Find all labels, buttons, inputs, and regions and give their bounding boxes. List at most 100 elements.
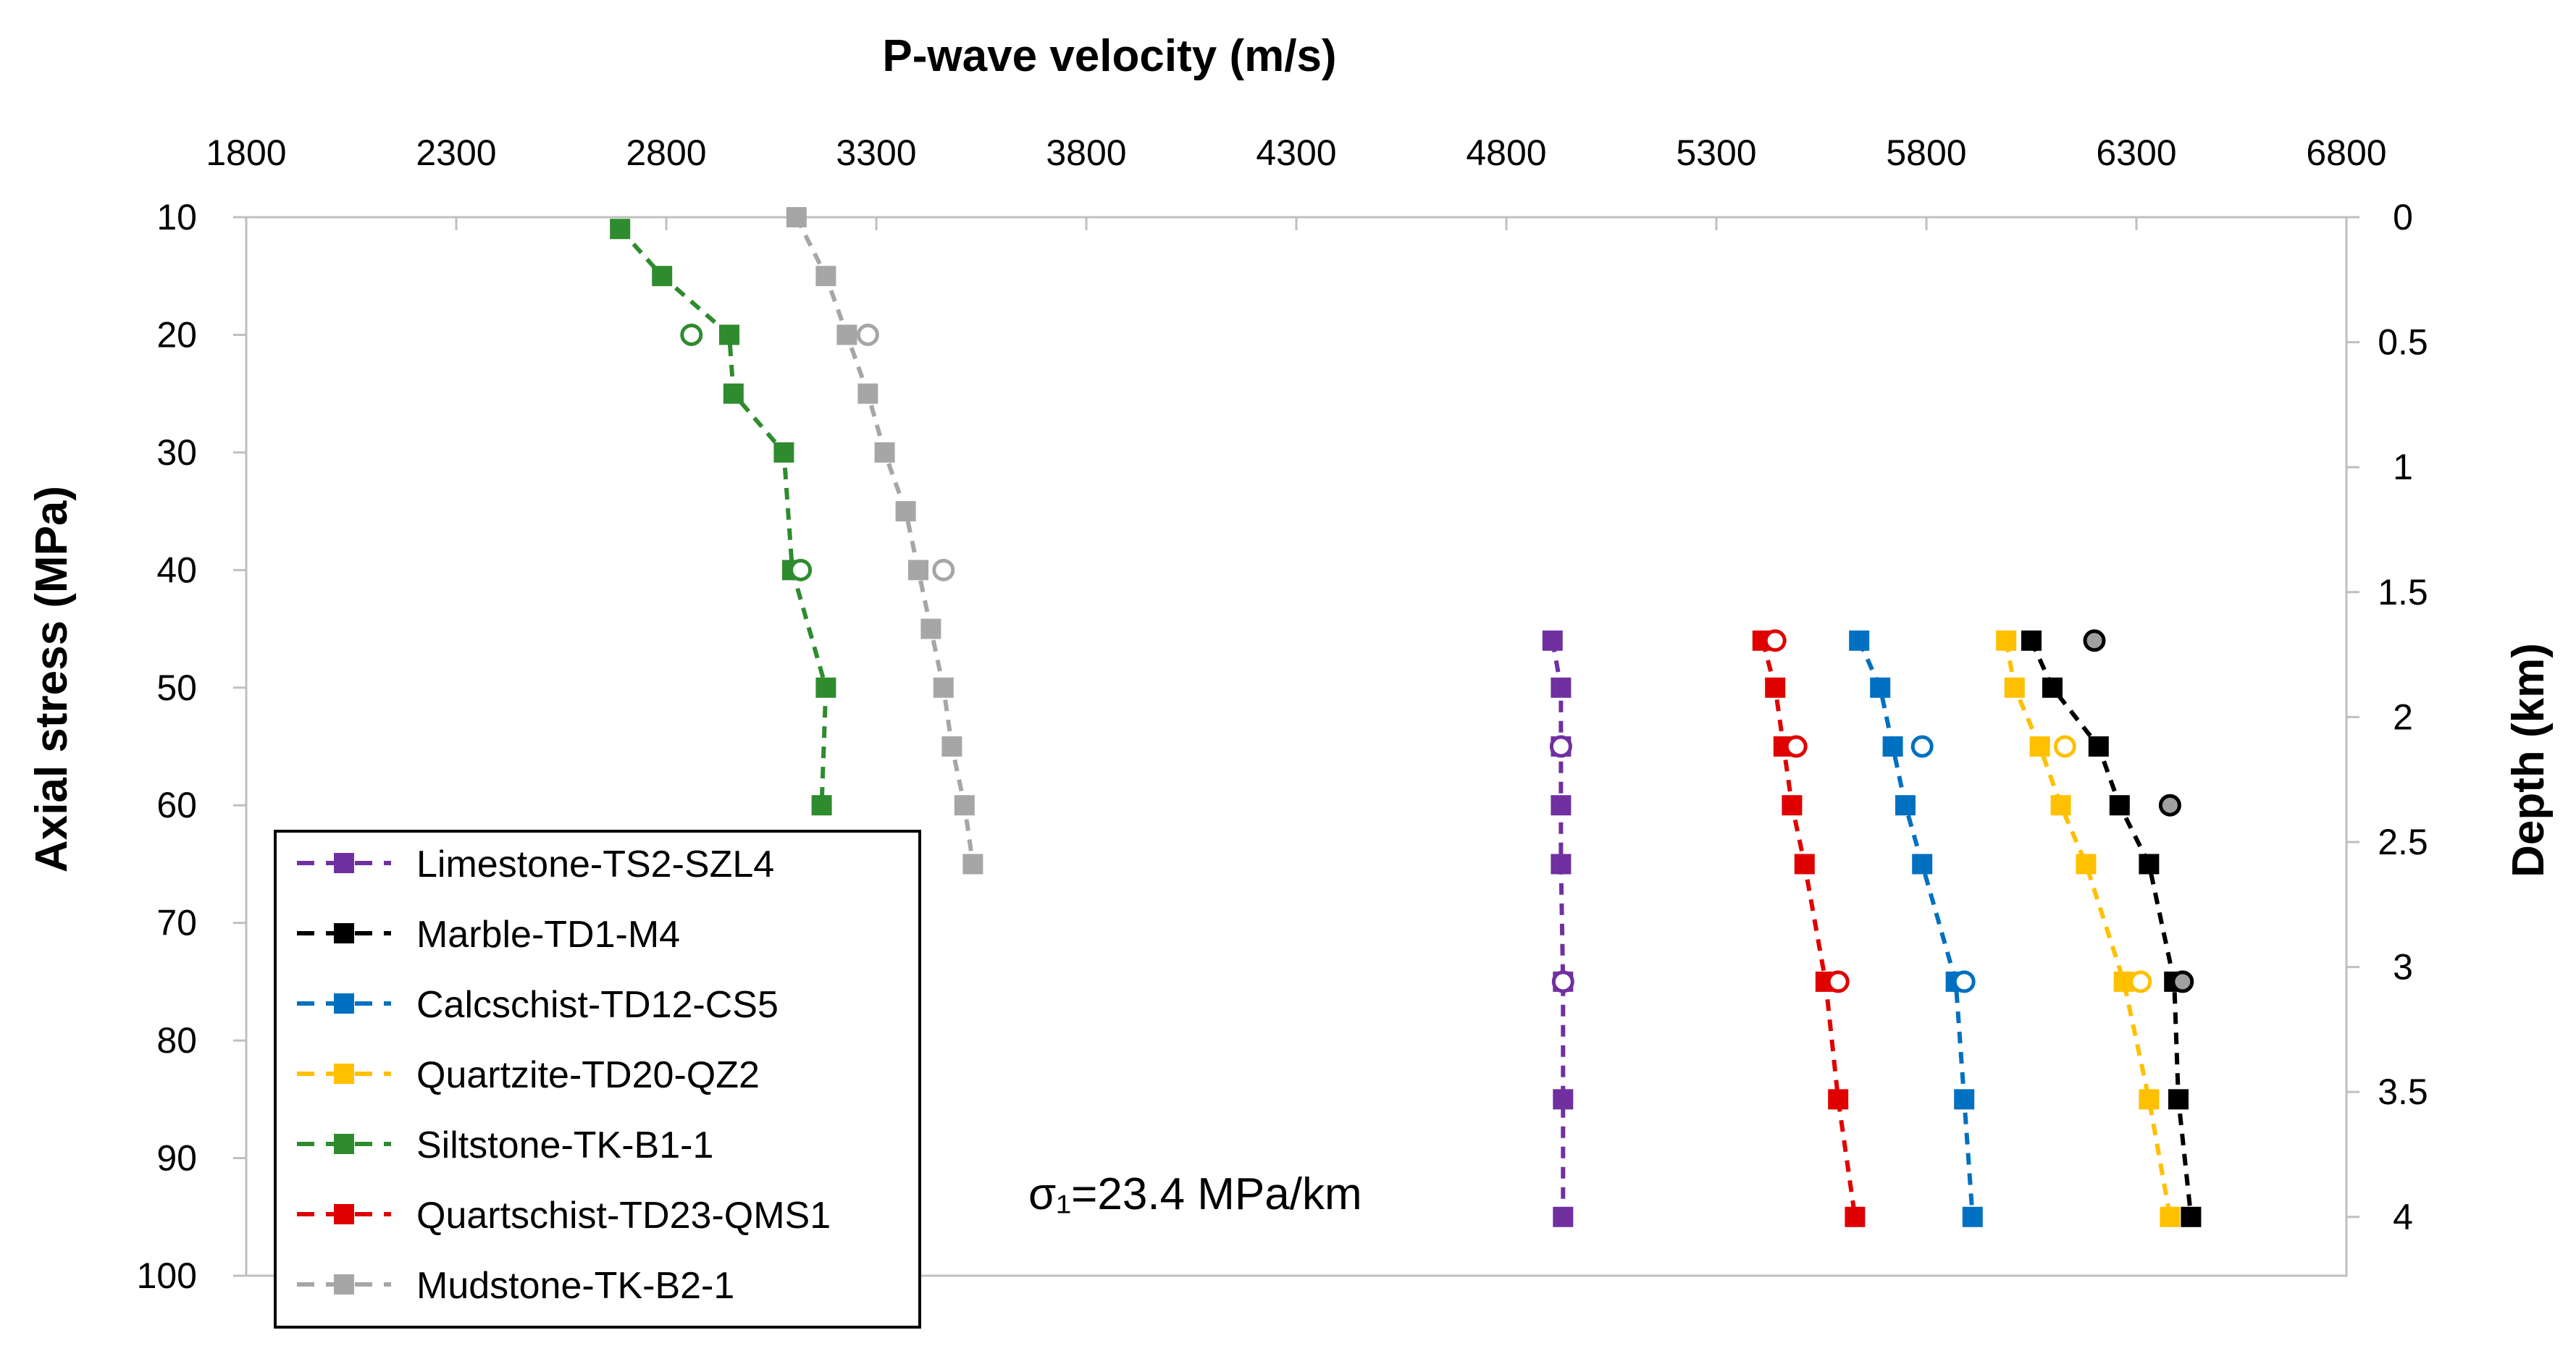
legend-label: Quartschist-TD23-QMS1 xyxy=(416,1195,831,1237)
y-tick-label: 80 xyxy=(156,1020,197,1061)
x-tick-label: 1800 xyxy=(206,132,286,173)
data-point xyxy=(1551,677,1572,698)
legend-swatch-marker xyxy=(334,1134,354,1154)
y-tick-label: 60 xyxy=(156,785,197,825)
data-point xyxy=(1553,1206,1574,1227)
data-point xyxy=(2076,854,2097,875)
x-tick-label: 2800 xyxy=(626,132,706,173)
data-point xyxy=(723,383,744,404)
series-Marble-TD1-M4 xyxy=(2021,629,2202,1227)
legend-label: Calcschist-TD12-CS5 xyxy=(416,984,779,1026)
data-point xyxy=(1551,795,1572,816)
data-point xyxy=(895,501,916,522)
data-point xyxy=(2021,630,2042,651)
y2-tick-label: 2 xyxy=(2393,697,2413,737)
y-tick-label: 40 xyxy=(156,550,197,590)
data-point xyxy=(874,442,895,463)
y2-tick-label: 0.5 xyxy=(2378,322,2428,363)
data-point xyxy=(1912,854,1933,875)
series-line xyxy=(2029,639,2194,1218)
legend-swatch-marker xyxy=(334,1204,354,1224)
series-line xyxy=(1550,640,1566,1217)
y-tick-label: 30 xyxy=(156,432,197,473)
y2-tick-label: 0 xyxy=(2393,197,2413,237)
legend-swatch-marker xyxy=(334,1064,354,1084)
data-point xyxy=(908,560,928,581)
x-tick-label: 4300 xyxy=(1256,132,1336,173)
data-point xyxy=(1954,1089,1975,1110)
legend-swatch-marker xyxy=(334,993,354,1014)
data-point xyxy=(941,736,962,757)
legend-swatch-marker xyxy=(334,1274,354,1295)
legend-swatch-marker xyxy=(334,923,354,943)
data-point xyxy=(786,207,807,227)
data-point xyxy=(1882,736,1903,757)
data-point xyxy=(610,219,631,240)
data-point-circle xyxy=(1763,629,1787,652)
y-tick-label: 20 xyxy=(156,314,197,355)
series-line xyxy=(1760,640,1858,1218)
series-Siltstone-TK-B1-1 xyxy=(610,219,836,816)
y2-tick-label: 4 xyxy=(2393,1197,2413,1237)
y2-tick-label: 1 xyxy=(2393,447,2413,487)
data-point-circle xyxy=(2129,970,2152,993)
legend-label: Quartzite-TD20-QZ2 xyxy=(416,1054,760,1096)
data-point xyxy=(773,442,794,463)
legend-label: Marble-TD1-M4 xyxy=(416,914,680,956)
x-tick-label: 5300 xyxy=(1676,132,1756,173)
y2-tick-label: 3.5 xyxy=(2378,1072,2428,1112)
data-point-circle xyxy=(2158,794,2181,817)
x-tick-label: 6800 xyxy=(2306,132,2386,173)
y-tick-label: 70 xyxy=(156,903,197,943)
y-tick-label: 50 xyxy=(156,668,197,708)
series-Quartzite-TD20-QZ2 xyxy=(1996,630,2181,1227)
data-point xyxy=(933,677,954,698)
data-point-circle xyxy=(2053,735,2076,758)
series-Calcschist-TD12-CS5 xyxy=(1849,630,1983,1227)
data-point xyxy=(652,266,673,287)
x-tick-label: 3800 xyxy=(1046,132,1126,173)
series-Quartschist-TD23-QMS1 xyxy=(1752,629,1866,1227)
data-point-circle xyxy=(2083,629,2106,652)
x-axis-title: P-wave velocity (m/s) xyxy=(882,31,1336,81)
data-point-circle xyxy=(932,558,955,581)
data-point-circle xyxy=(2171,970,2194,993)
legend-label: Siltstone-TK-B1-1 xyxy=(416,1124,713,1166)
data-point-circle xyxy=(1952,970,1976,993)
series-Mudstone-TK-B2-1 xyxy=(786,207,983,875)
y-axis-ticks: 10 20 30 40 50 60 70 80 90 100 xyxy=(137,197,246,1296)
data-point-circle xyxy=(789,558,813,581)
data-point-circle xyxy=(856,323,879,346)
data-point xyxy=(954,795,975,816)
data-point xyxy=(2088,736,2109,757)
data-point-circle xyxy=(1551,970,1574,993)
series-line xyxy=(2004,640,2173,1218)
data-point xyxy=(2004,677,2025,698)
data-point xyxy=(920,618,941,639)
data-point-circle xyxy=(1549,735,1572,758)
series-line xyxy=(1857,639,1975,1217)
legend-label: Mudstone-TK-B2-1 xyxy=(416,1265,734,1307)
data-point xyxy=(2181,1206,2202,1227)
data-point xyxy=(2139,1089,2160,1110)
y2-tick-label: 2.5 xyxy=(2378,822,2428,862)
data-point xyxy=(2029,736,2050,757)
y2-axis-title: Depth (km) xyxy=(2504,643,2554,878)
data-point xyxy=(1870,677,1891,698)
x-tick-label: 3300 xyxy=(836,132,916,173)
stress-gradient-annotation: σ₁=23.4 MPa/km xyxy=(1028,1169,1362,1219)
data-point xyxy=(815,677,836,698)
data-point xyxy=(2139,854,2160,875)
legend-label: Limestone-TS2-SZL4 xyxy=(416,843,774,885)
x-tick-label: 4800 xyxy=(1466,132,1546,173)
data-point xyxy=(2042,677,2063,698)
data-point xyxy=(2050,795,2071,816)
data-point xyxy=(1996,630,2017,651)
data-point xyxy=(1794,854,1815,875)
data-point-circle xyxy=(1784,735,1808,758)
data-point xyxy=(1553,1089,1574,1110)
data-point-circle xyxy=(680,323,703,346)
data-point-circle xyxy=(1910,735,1934,758)
y2-axis-ticks: 0 0.5 1 1.5 2 2.5 3 3.5 4 xyxy=(2346,197,2428,1237)
